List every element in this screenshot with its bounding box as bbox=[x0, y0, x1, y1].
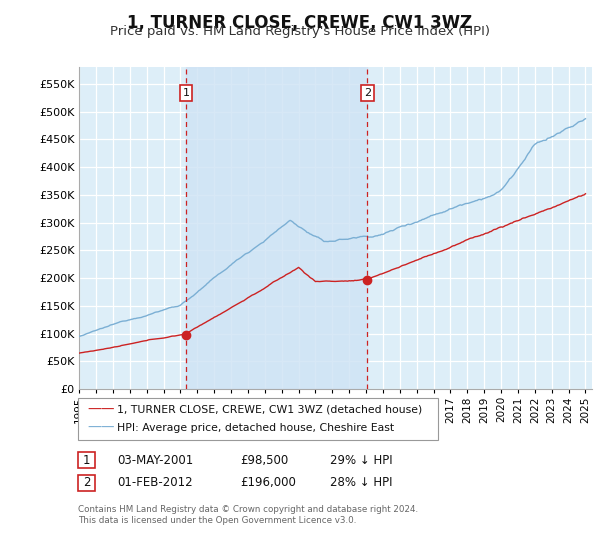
Text: ——: —— bbox=[87, 421, 115, 435]
Text: Price paid vs. HM Land Registry's House Price Index (HPI): Price paid vs. HM Land Registry's House … bbox=[110, 25, 490, 38]
Text: 1, TURNER CLOSE, CREWE, CW1 3WZ: 1, TURNER CLOSE, CREWE, CW1 3WZ bbox=[127, 14, 473, 32]
Text: 28% ↓ HPI: 28% ↓ HPI bbox=[330, 476, 392, 489]
Text: 2: 2 bbox=[83, 476, 90, 489]
Text: 1, TURNER CLOSE, CREWE, CW1 3WZ (detached house): 1, TURNER CLOSE, CREWE, CW1 3WZ (detache… bbox=[117, 404, 422, 414]
Text: £98,500: £98,500 bbox=[240, 454, 288, 467]
Text: 2: 2 bbox=[364, 88, 371, 98]
Text: 03-MAY-2001: 03-MAY-2001 bbox=[117, 454, 193, 467]
Text: £196,000: £196,000 bbox=[240, 476, 296, 489]
Text: Contains HM Land Registry data © Crown copyright and database right 2024.
This d: Contains HM Land Registry data © Crown c… bbox=[78, 505, 418, 525]
Text: 29% ↓ HPI: 29% ↓ HPI bbox=[330, 454, 392, 467]
Text: 01-FEB-2012: 01-FEB-2012 bbox=[117, 476, 193, 489]
Text: HPI: Average price, detached house, Cheshire East: HPI: Average price, detached house, Ches… bbox=[117, 423, 394, 433]
Text: ——: —— bbox=[87, 402, 115, 417]
Text: 1: 1 bbox=[83, 454, 90, 467]
Text: 1: 1 bbox=[182, 88, 190, 98]
Bar bbox=[186, 67, 367, 389]
